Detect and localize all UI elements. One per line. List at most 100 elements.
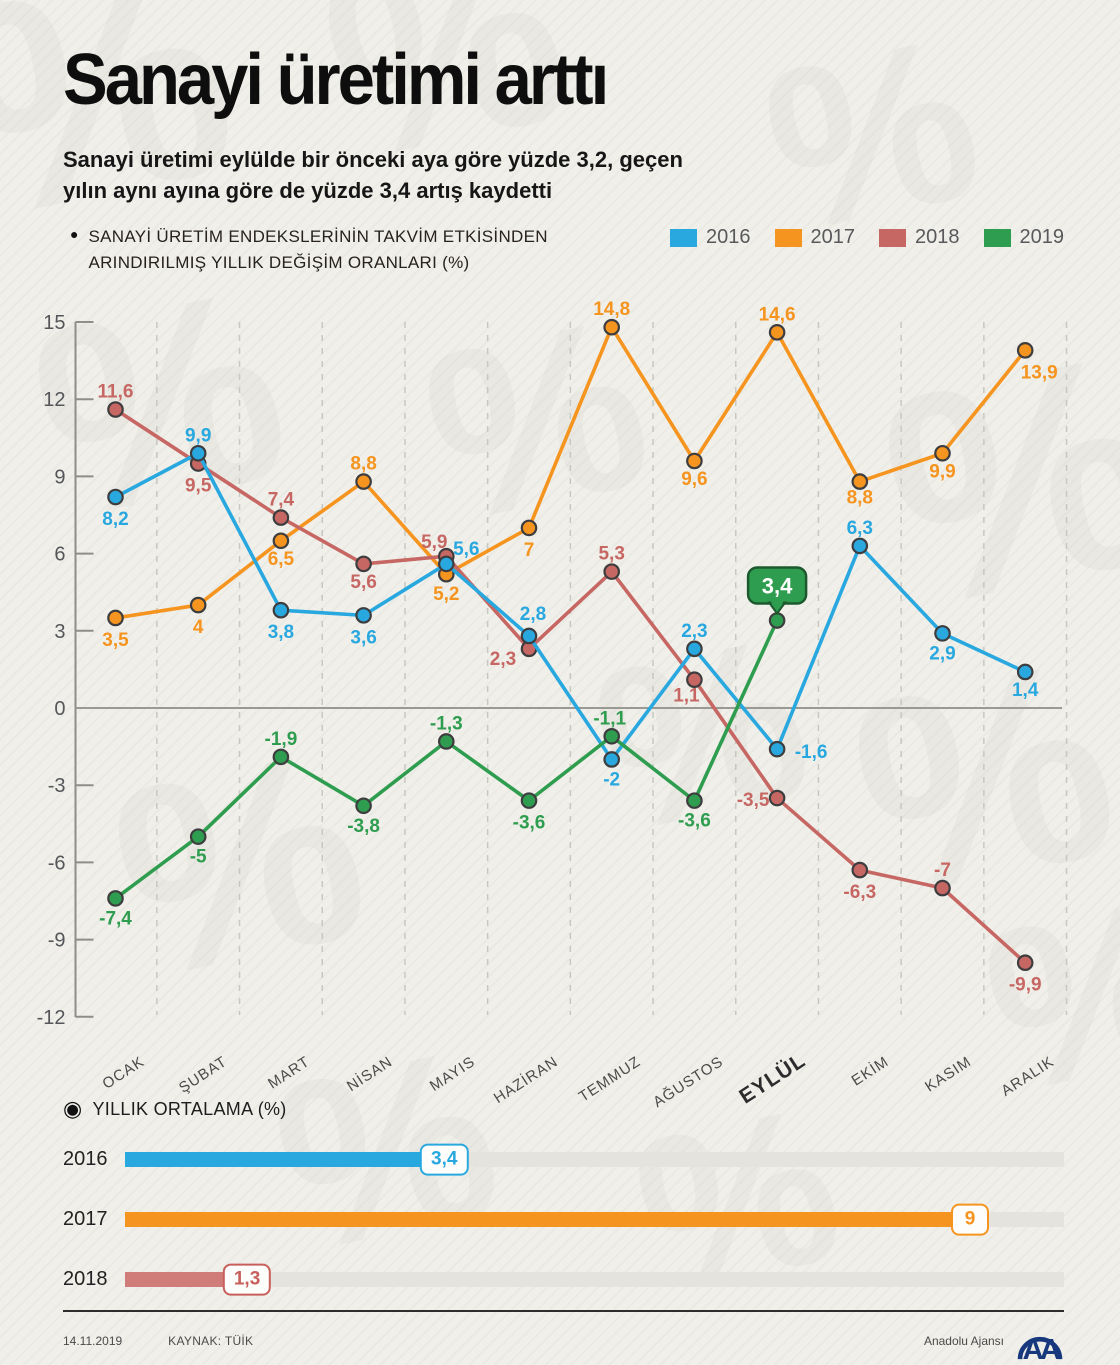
data-label: 7	[524, 540, 535, 561]
average-bar-track: 9	[125, 1203, 1064, 1236]
data-point	[603, 563, 620, 580]
data-point	[107, 609, 124, 627]
series-2018: 11,6 9,5 7,4 5,6 5,9 2,3 5,3 1,1 -3,5 -6,3 -7 -9,9	[98, 382, 1042, 996]
x-axis-label-KASIM: KASIM	[922, 1053, 975, 1095]
data-point	[437, 733, 455, 750]
data-label: 8,8	[847, 488, 873, 509]
average-value-badge: 3,4	[420, 1143, 469, 1176]
average-bar-track: 3,4	[125, 1143, 1064, 1176]
data-point	[272, 748, 290, 766]
data-label: -7,4	[99, 908, 132, 929]
data-label: -5	[190, 847, 207, 868]
average-bar-row-2018: 2018 1,3	[63, 1263, 1064, 1296]
data-point	[768, 324, 786, 341]
data-point	[355, 607, 372, 624]
x-axis-label-MART: MART	[265, 1053, 313, 1092]
chart-index-text: SANAYİ ÜRETİM ENDEKSLERİNİN TAKVİM ETKİS…	[88, 227, 548, 272]
data-label: 2,9	[929, 643, 955, 664]
legend-swatch	[983, 228, 1011, 247]
y-axis-tick-label: 12	[43, 389, 65, 411]
legend-item-2016: 2016	[670, 226, 751, 249]
data-label: 6,5	[268, 549, 295, 570]
data-label: -3,6	[513, 813, 546, 834]
average-bar-fill	[125, 1272, 248, 1287]
y-axis-tick-label: -3	[48, 775, 66, 797]
average-year-label: 2018	[63, 1268, 108, 1290]
data-point	[355, 797, 372, 815]
data-label: -2	[603, 769, 620, 790]
data-point	[686, 792, 703, 809]
data-point	[272, 601, 290, 619]
average-year-label: 2017	[63, 1208, 108, 1230]
bullet-icon: ●	[70, 226, 79, 242]
data-label: -1,6	[795, 742, 828, 763]
yearly-average-label: YILLIK ORTALAMA (%)	[92, 1098, 287, 1119]
data-point	[107, 890, 124, 907]
series-line-2018	[113, 407, 1027, 965]
data-label: 9,6	[681, 469, 707, 490]
data-point	[851, 537, 869, 555]
data-point	[189, 596, 207, 614]
data-point	[355, 473, 372, 490]
data-label: 3,6	[350, 627, 376, 648]
data-point	[189, 828, 207, 845]
x-axis-label-OCAK: OCAK	[99, 1053, 147, 1093]
header: Sanayi üretimi arttı Sanayi üretimi eylü…	[63, 38, 683, 207]
x-axis-label-ARALIK: ARALIK	[998, 1053, 1057, 1100]
data-label: -7	[934, 860, 951, 881]
data-label: -1,3	[430, 713, 463, 734]
data-label: 9,9	[929, 461, 955, 482]
average-bar-row-2017: 2017 9	[63, 1203, 1064, 1236]
average-bar-fill	[125, 1152, 445, 1167]
data-label: 5,2	[433, 584, 459, 605]
average-bars: 2016 3,4 2017 9 2018 1,3	[63, 1143, 1064, 1296]
data-label: 14,6	[759, 304, 796, 325]
x-axis-label-NİSAN: NİSAN	[343, 1052, 395, 1095]
data-point	[768, 612, 786, 629]
series-2017: 3,5 4 6,5 8,8 5,2 7 14,8 9,6 14,6 8,8 9,9 13,9	[102, 299, 1057, 651]
data-point	[272, 509, 290, 526]
data-label: 5,3	[598, 544, 624, 565]
data-point	[768, 789, 786, 807]
data-label: 8,2	[102, 509, 128, 530]
data-label: 14,8	[593, 299, 630, 320]
data-label: -3,8	[347, 816, 380, 837]
data-point	[934, 444, 951, 462]
data-label: -3,5	[737, 790, 770, 811]
footer-date: 14.11.2019	[63, 1334, 123, 1348]
data-point	[520, 792, 538, 809]
callout-label: 3,4	[762, 574, 793, 599]
data-point	[1016, 663, 1034, 681]
data-point	[934, 625, 951, 642]
data-label: 13,9	[1021, 362, 1058, 383]
data-point	[1016, 954, 1034, 972]
data-label: -6,3	[843, 882, 876, 903]
data-label: 4	[193, 617, 204, 638]
average-value-badge: 1,3	[222, 1263, 272, 1296]
data-label: 1,4	[1012, 680, 1039, 701]
data-label: -9,9	[1009, 975, 1042, 996]
average-bar-row-2016: 2016 3,4	[63, 1143, 1064, 1176]
series-line-2019	[113, 618, 779, 901]
footer: 14.11.2019 KAYNAK: TÜİK Anadolu Ajansı A…	[63, 1310, 1064, 1361]
subtitle-line-2: yılın aynı ayına göre de yüzde 3,4 artış…	[63, 177, 553, 203]
average-bar-fill	[125, 1212, 971, 1227]
data-point	[520, 627, 538, 645]
target-icon: ◉	[63, 1096, 83, 1121]
subtitle: Sanayi üretimi eylülde bir önceki aya gö…	[63, 145, 683, 207]
yearly-average-section: ◉ YILLIK ORTALAMA (%) 2016 3,4 2017 9 2018 1,…	[63, 1098, 1064, 1328]
data-point	[520, 519, 538, 537]
data-label: 3,8	[268, 622, 294, 643]
callout-badge: 3,4	[746, 566, 808, 616]
chart-header: ● SANAYİ ÜRETİM ENDEKSLERİNİN TAKVİM ETK…	[70, 224, 1064, 275]
legend-swatch	[774, 228, 802, 247]
y-axis-tick-label: 15	[43, 312, 65, 334]
data-point	[603, 751, 620, 768]
data-label: 9,5	[185, 476, 212, 497]
x-axis-label-MAYIS: MAYIS	[427, 1053, 479, 1095]
data-label: 11,6	[98, 382, 134, 403]
average-year-label: 2016	[63, 1148, 108, 1170]
aa-logo-text: AA	[1023, 1334, 1061, 1361]
data-label: 9,9	[185, 425, 211, 446]
aa-logo-arc	[1017, 1336, 1063, 1360]
